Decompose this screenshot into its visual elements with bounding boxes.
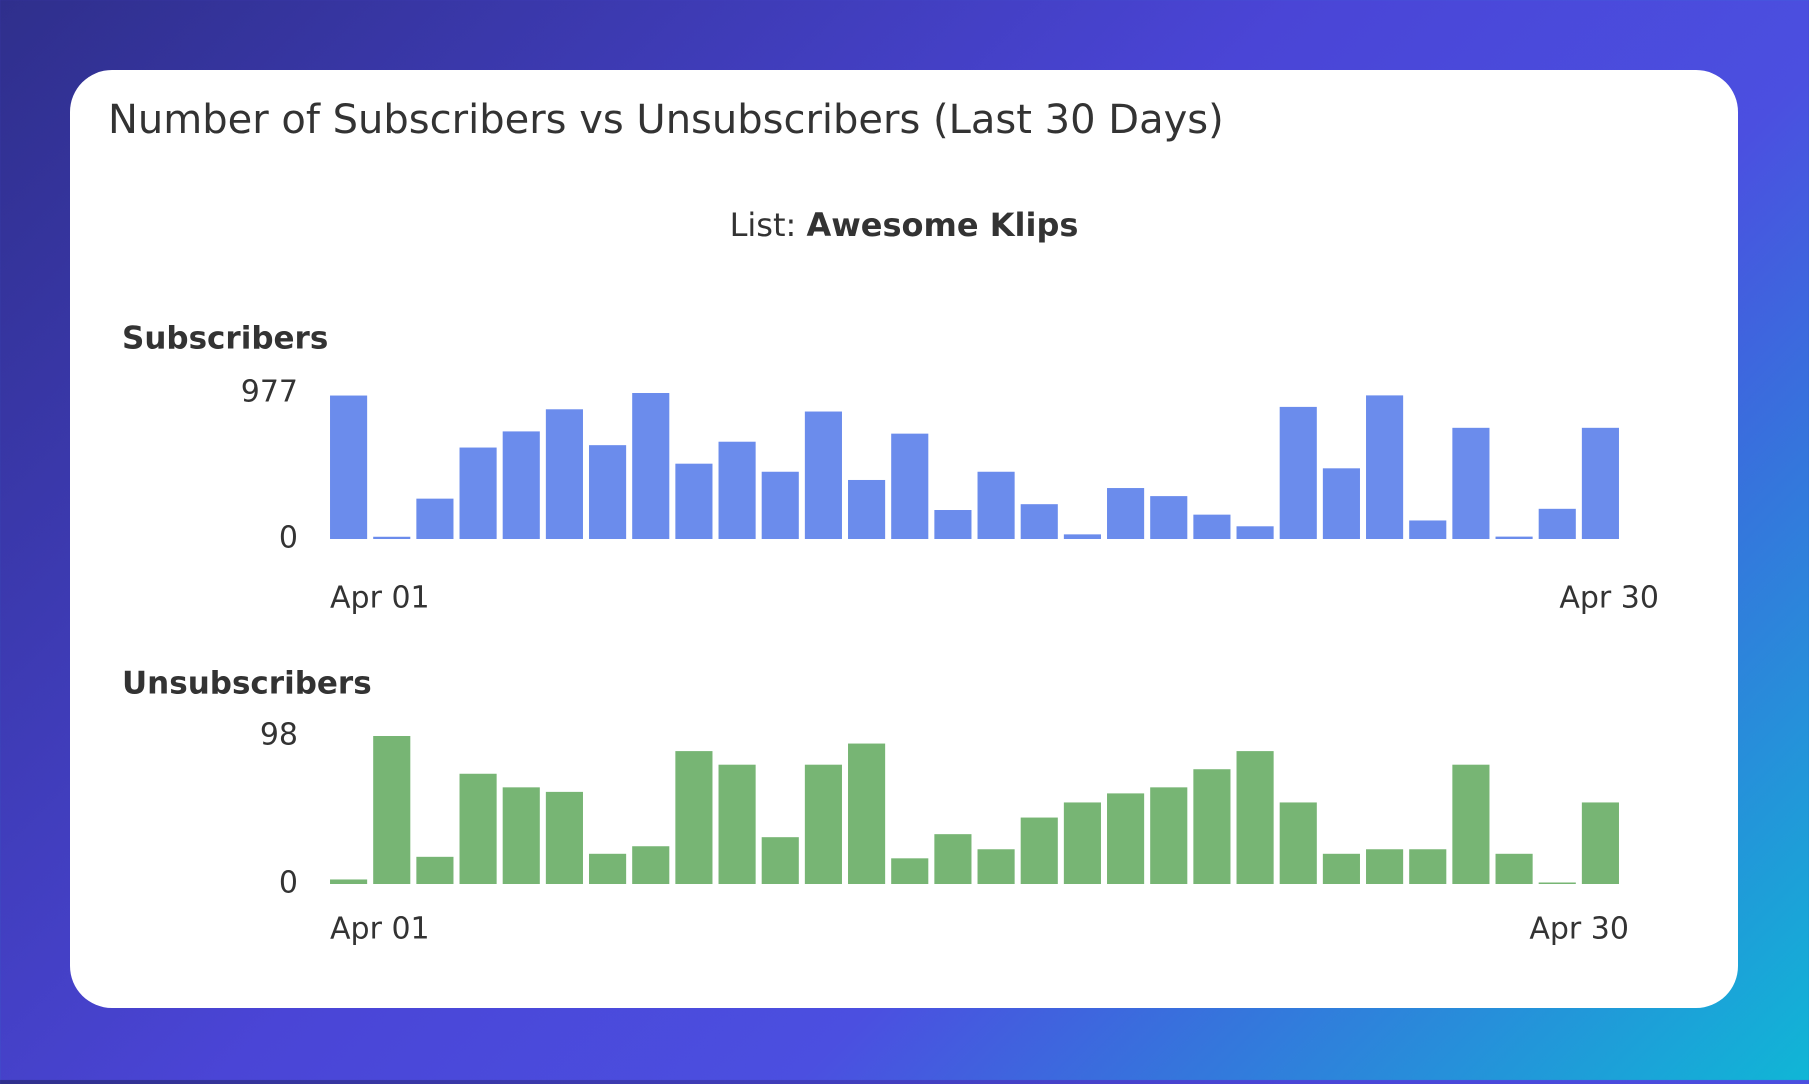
- bar: [1452, 764, 1490, 884]
- bar: [1452, 427, 1490, 539]
- bar: [804, 764, 842, 884]
- bar: [1366, 395, 1404, 539]
- bar: [373, 536, 411, 539]
- bar: [632, 393, 670, 539]
- bar: [848, 479, 886, 539]
- bar: [589, 445, 627, 539]
- bar: [459, 447, 497, 539]
- bar: [761, 837, 799, 884]
- bar: [977, 471, 1015, 539]
- bar: [545, 791, 583, 884]
- y-tick-label: 98: [260, 718, 298, 753]
- bar: [1409, 849, 1447, 884]
- bar: [1495, 853, 1533, 884]
- bar: [848, 743, 886, 884]
- bar: [977, 849, 1015, 884]
- bar: [1538, 882, 1576, 884]
- bar: [1150, 787, 1188, 884]
- bar: [1107, 793, 1145, 884]
- chart-title: Subscribers: [122, 321, 328, 357]
- y-tick-label: 0: [279, 866, 298, 901]
- bar: [1150, 496, 1188, 539]
- card-title: Number of Subscribers vs Unsubscribers (…: [108, 97, 1224, 143]
- bar: [1193, 514, 1231, 539]
- bar: [502, 431, 540, 539]
- bar: [1063, 802, 1101, 884]
- bar: [1063, 534, 1101, 539]
- bar: [459, 773, 497, 884]
- bar: [1020, 817, 1058, 884]
- list-name: Awesome Klips: [806, 206, 1078, 244]
- bar: [804, 411, 842, 539]
- bar: [1495, 536, 1533, 539]
- list-subtitle: List: Awesome Klips: [730, 206, 1079, 244]
- bar: [675, 463, 713, 539]
- x-tick-label: Apr 01: [330, 912, 430, 947]
- bar: [589, 853, 627, 884]
- list-label: List:: [730, 206, 797, 244]
- x-tick-label: Apr 01: [330, 581, 430, 616]
- bar: [1020, 504, 1058, 539]
- bar: [1581, 427, 1619, 539]
- bar: [632, 846, 670, 884]
- bar: [502, 787, 540, 884]
- bar: [934, 510, 972, 539]
- bar: [1409, 520, 1447, 539]
- bar: [1107, 488, 1145, 539]
- bar: [330, 395, 368, 539]
- bar: [1581, 802, 1619, 884]
- bar: [891, 433, 929, 539]
- bar: [1193, 769, 1231, 884]
- chart-title: Unsubscribers: [122, 666, 372, 702]
- bar: [373, 736, 411, 884]
- bar: [1538, 508, 1576, 539]
- x-tick-label: Apr 30: [1529, 912, 1629, 947]
- y-tick-label: 0: [279, 521, 298, 556]
- bar: [761, 471, 799, 539]
- bar: [545, 409, 583, 539]
- bar: [1279, 802, 1317, 884]
- bar: [718, 441, 756, 539]
- bar: [934, 834, 972, 884]
- bar: [416, 856, 454, 884]
- bar: [675, 751, 713, 884]
- x-tick-label: Apr 30: [1559, 581, 1659, 616]
- bar: [416, 498, 454, 539]
- bar: [718, 764, 756, 884]
- bar: [1236, 751, 1274, 884]
- bar: [891, 858, 929, 884]
- bar: [1279, 406, 1317, 539]
- y-tick-label: 977: [241, 375, 298, 410]
- bar: [330, 879, 368, 884]
- bar: [1366, 849, 1404, 884]
- bar: [1322, 853, 1360, 884]
- bar: [1236, 526, 1274, 539]
- bar: [1322, 468, 1360, 539]
